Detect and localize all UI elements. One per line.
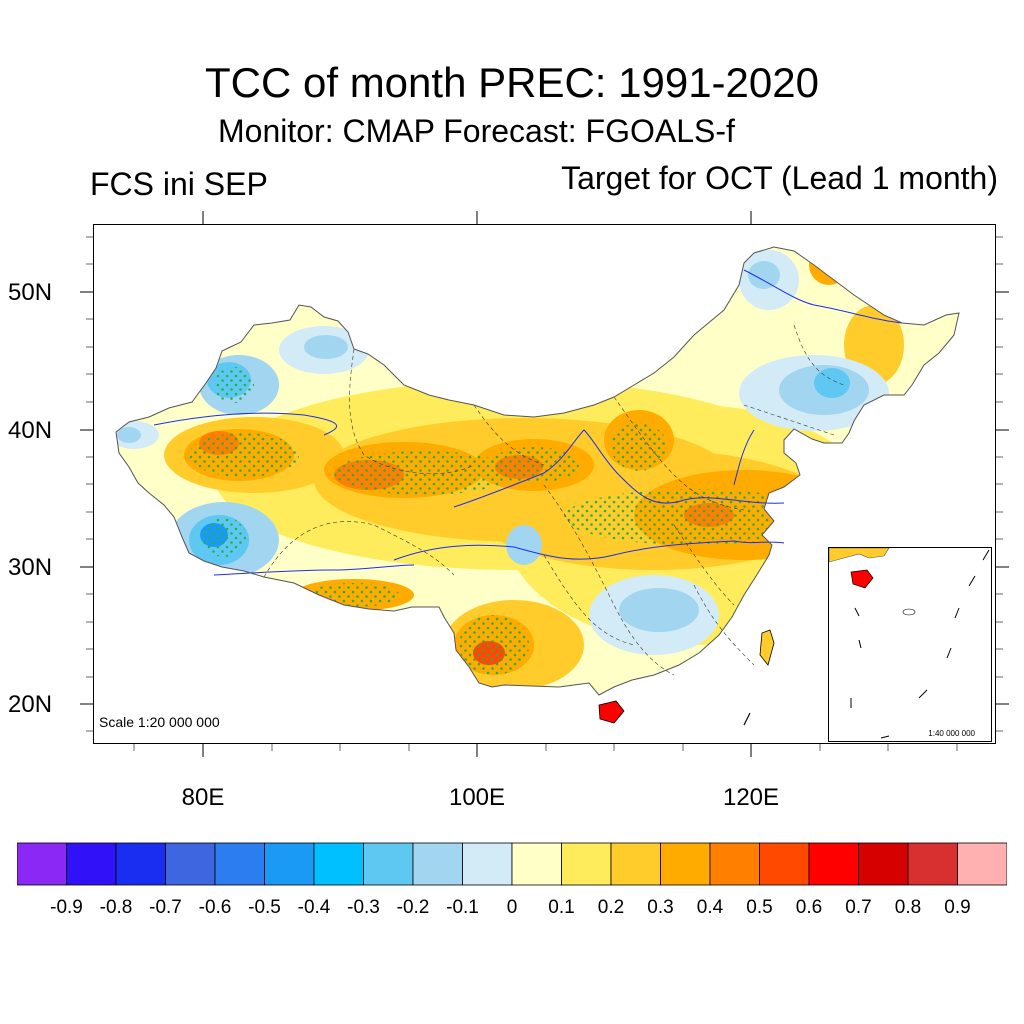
y-tick-label-30n: 30N bbox=[8, 554, 53, 581]
colorbar-tick-label: -0.4 bbox=[297, 897, 331, 918]
x-tick-label-80e: 80E bbox=[181, 784, 225, 811]
colorbar-tick-label: 0.9 bbox=[944, 897, 971, 918]
colorbar-tick-label: 0 bbox=[506, 897, 518, 918]
colorbar-swatch bbox=[313, 842, 364, 886]
left-subtitle: FCS ini SEP bbox=[90, 166, 268, 202]
province-boundaries bbox=[263, 324, 845, 676]
colorbar-swatch bbox=[363, 842, 414, 886]
tcc-map bbox=[115, 246, 960, 726]
colorbar-swatch bbox=[214, 842, 265, 886]
y-tick-label-40n: 40N bbox=[8, 417, 53, 444]
colorbar-swatch bbox=[511, 842, 562, 886]
colorbar-tick-label: 0.3 bbox=[647, 897, 674, 918]
colorbar-tick-label: 0.2 bbox=[597, 897, 625, 918]
colorbar-swatch bbox=[165, 842, 216, 886]
chart-title: TCC of month PREC: 1991-2020 bbox=[205, 59, 819, 106]
colorbar-tick-label: -0.3 bbox=[347, 897, 380, 918]
south-china-sea-inset: 1:40 000 000 bbox=[828, 547, 992, 742]
y-tick-label-50n: 50N bbox=[8, 279, 53, 306]
colorbar-tick-label: 0.7 bbox=[845, 897, 872, 918]
colorbar-tick-label: 0.4 bbox=[696, 897, 724, 918]
map-panel: Scale 1:20 000 000 bbox=[93, 224, 996, 744]
y-tick-label-20n: 20N bbox=[8, 691, 53, 718]
x-tick-label-120e: 120E bbox=[722, 784, 780, 811]
colorbar-swatch bbox=[907, 842, 958, 886]
colorbar-tick-label: -0.9 bbox=[50, 897, 83, 918]
colorbar-tick-label: -0.8 bbox=[99, 897, 133, 918]
colorbar-swatch bbox=[957, 842, 1007, 886]
nine-dash-line bbox=[743, 712, 751, 726]
colorbar-swatch bbox=[17, 842, 67, 886]
x-tick-label-100e: 100E bbox=[448, 784, 506, 811]
inset-scale-label: 1:40 000 000 bbox=[928, 729, 975, 738]
colorbar-tick-label: 0.6 bbox=[795, 897, 823, 918]
hainan-island bbox=[598, 700, 625, 724]
colorbar-swatch bbox=[462, 842, 513, 886]
colorbar bbox=[17, 842, 1007, 886]
colorbar-tick-label: -0.7 bbox=[149, 897, 182, 918]
colorbar-swatch bbox=[808, 842, 859, 886]
colorbar-swatch bbox=[412, 842, 463, 886]
scale-label: Scale 1:20 000 000 bbox=[99, 714, 220, 730]
colorbar-swatch bbox=[115, 842, 166, 886]
taiwan-island bbox=[759, 629, 775, 666]
colorbar-tick-label: 0.1 bbox=[548, 897, 575, 918]
colorbar-tick-label: -0.2 bbox=[396, 897, 430, 918]
china-outline bbox=[115, 246, 960, 696]
colorbar-tick-label: 0.5 bbox=[746, 897, 773, 918]
inset-map bbox=[829, 548, 990, 739]
colorbar-swatch bbox=[660, 842, 711, 886]
colorbar-swatch bbox=[264, 842, 315, 886]
colorbar-swatch bbox=[610, 842, 661, 886]
colorbar-swatch bbox=[66, 842, 117, 886]
colorbar-tick-label: -0.5 bbox=[248, 897, 281, 918]
colorbar-tick-label: -0.6 bbox=[198, 897, 232, 918]
colorbar-tick-label: 0.8 bbox=[894, 897, 922, 918]
chart-subtitle: Monitor: CMAP Forecast: FGOALS-f bbox=[218, 113, 735, 149]
colorbar-tick-label: -0.1 bbox=[446, 897, 479, 918]
colorbar-swatch bbox=[561, 842, 612, 886]
right-subtitle: Target for OCT (Lead 1 month) bbox=[561, 160, 998, 196]
colorbar-swatch bbox=[709, 842, 760, 886]
colorbar-swatch bbox=[759, 842, 810, 886]
colorbar-swatch bbox=[858, 842, 909, 886]
